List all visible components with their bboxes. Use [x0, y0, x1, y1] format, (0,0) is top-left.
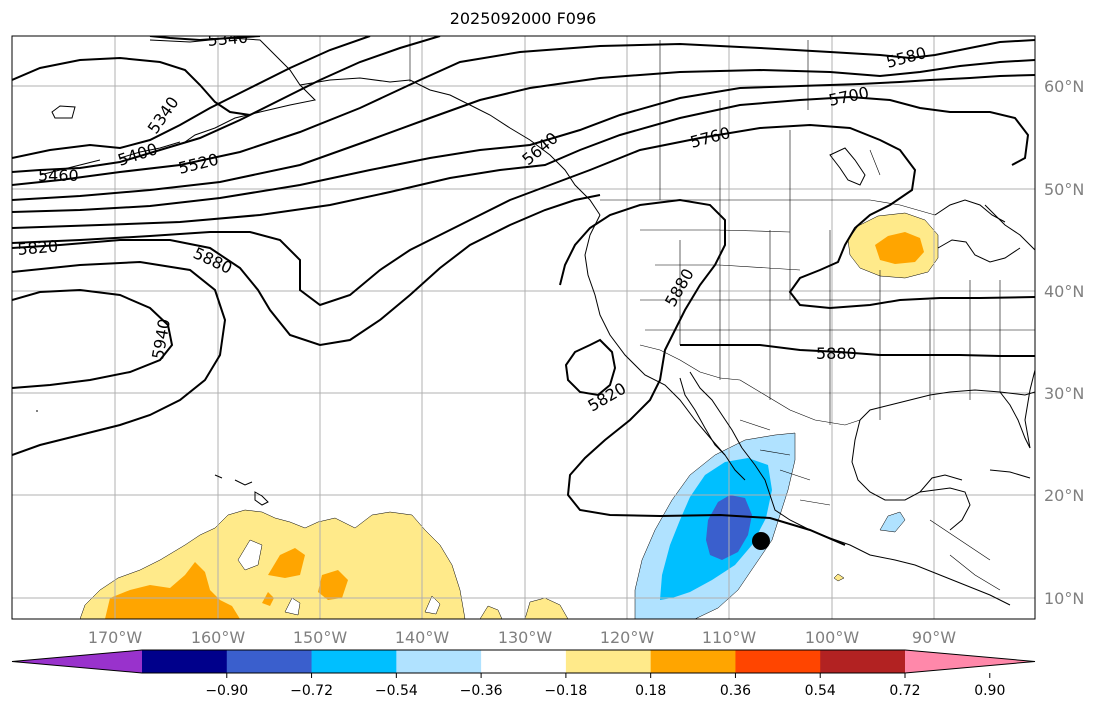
orange-patch-2 [268, 548, 305, 578]
lon-label-160w: 160°W [191, 628, 246, 647]
contour-5460 [12, 36, 441, 173]
contour-label-5880-east: 5880 [816, 344, 857, 363]
contour-label-5820-west: 5820 [17, 237, 59, 259]
colorbar-tick-label: 0.54 [805, 683, 836, 699]
canada-provinces [659, 40, 881, 200]
lat-label-20n: 20°N [1044, 486, 1084, 505]
lat-label-40n: 40°N [1044, 282, 1084, 301]
lon-label-100w: 100°W [805, 628, 860, 647]
lon-label-140w: 140°W [395, 628, 450, 647]
map-title: 2025092000 F096 [449, 9, 597, 28]
colorbar-segment [735, 650, 821, 673]
positive-anomaly-region-pacific-2 [524, 597, 569, 619]
orange-patch-1 [105, 562, 240, 619]
colorbar-tick-label: 0.90 [974, 683, 1005, 699]
latitude-labels: 60°N 50°N 40°N 30°N 20°N 10°N [1044, 77, 1084, 608]
contour-5880-east [680, 344, 1035, 357]
hudson-area [829, 147, 866, 186]
contour-label-5460: 5460 [38, 166, 79, 185]
contour-5760 [12, 123, 1035, 310]
us-east-coast [984, 204, 1035, 449]
colorbar-segment [396, 650, 482, 673]
colorbar-segment [142, 650, 228, 673]
anomaly-hole-3 [424, 595, 441, 615]
colorbar-tick-label: 0.36 [720, 683, 751, 699]
contour-5700 [12, 95, 1030, 229]
contour-5520 [12, 39, 1035, 186]
positive-anomaly-greatlakes-inner [875, 232, 924, 264]
contour-5400 [12, 36, 371, 159]
negative-anomaly-small [879, 511, 906, 533]
contour-5880 [12, 198, 846, 546]
colorbar-segment [650, 650, 736, 673]
us-mexico-border [639, 344, 861, 426]
colorbar-tick-label: −0.90 [205, 683, 248, 699]
colorbar-segment [226, 650, 313, 673]
mexico-states [739, 419, 831, 506]
colorbar-tick-label: −0.72 [290, 683, 333, 699]
height-contours [12, 36, 1035, 546]
colorbar-tick-label: −0.18 [544, 683, 587, 699]
orange-patch-4 [262, 592, 274, 606]
colorbar-tick-label: −0.36 [460, 683, 503, 699]
lon-label-150w: 150°W [293, 628, 348, 647]
political-borders [409, 36, 1035, 591]
contour-5820-west [12, 194, 601, 347]
colorbar-segment [820, 650, 906, 673]
lat-label-30n: 30°N [1044, 384, 1084, 403]
contour-5820-loop [564, 338, 617, 397]
yucatan [919, 487, 971, 531]
colorbar-segment [311, 650, 397, 673]
lon-label-130w: 130°W [498, 628, 553, 647]
contour-5340 [12, 56, 251, 116]
storm-center-marker [752, 532, 770, 550]
mexico-west-coast [741, 447, 1011, 606]
contour-5940 [12, 288, 174, 389]
hawaii-islands [214, 474, 269, 506]
colorbar: −0.90 −0.72 −0.54 −0.36 −0.18 0.18 0.36 0.54 0.7… [11, 649, 1036, 699]
florida [999, 391, 1031, 449]
orange-patch-3 [318, 570, 348, 600]
contour-5340-top [149, 36, 261, 42]
positive-anomaly-small [833, 573, 845, 582]
colorbar-outline [11, 649, 1036, 674]
great-lakes [934, 199, 1021, 263]
anomaly-hole-2 [284, 597, 301, 616]
anomaly-hole-1 [237, 539, 263, 571]
lat-label-50n: 50°N [1044, 180, 1084, 199]
baja-california [679, 371, 743, 456]
map-frame [11, 35, 1036, 620]
colorbar-tick-label: −0.54 [375, 683, 418, 699]
colorbar-tick-label: 0.72 [889, 683, 920, 699]
central-america [929, 519, 1001, 591]
graticule [12, 36, 1035, 619]
colorbar-extend-low [12, 650, 142, 673]
island-bering [51, 105, 76, 119]
longitude-labels: 170°W 160°W 150°W 140°W 130°W 120°W 110°… [88, 628, 956, 647]
colorbar-segment [565, 650, 652, 673]
anomaly-shading [79, 212, 939, 619]
cuba [989, 469, 1031, 479]
lon-label-120w: 120°W [600, 628, 655, 647]
lon-label-110w: 110°W [702, 628, 757, 647]
contour-5580 [12, 59, 1035, 201]
positive-anomaly-region-pacific-3 [479, 605, 503, 619]
lon-label-170w: 170°W [88, 628, 143, 647]
contour-5640 [12, 74, 1035, 213]
lon-label-90w: 90°W [912, 628, 956, 647]
contour-label-5340-top: 5340 [207, 28, 249, 50]
colorbar-segment [481, 650, 567, 673]
lat-label-10n: 10°N [1044, 589, 1084, 608]
us-states [640, 200, 1035, 425]
us-west-coast [584, 214, 746, 481]
lat-label-60n: 60°N [1044, 77, 1084, 96]
colorbar-tick-label: 0.18 [635, 683, 666, 699]
colorbar-extend-high [905, 650, 1035, 673]
